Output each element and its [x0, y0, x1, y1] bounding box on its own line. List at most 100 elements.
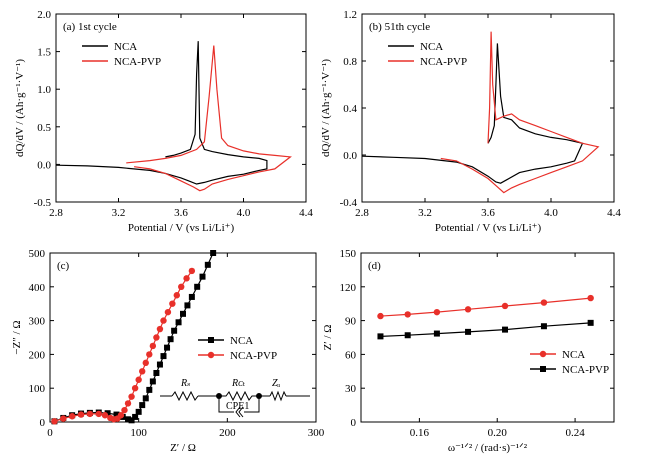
y-tick-label: 0 [40, 417, 46, 429]
y-tick-label: 400 [29, 282, 46, 294]
data-point-square [156, 361, 163, 368]
data-point-circle [433, 308, 441, 316]
y-tick-label: 150 [340, 248, 357, 260]
data-point-square [204, 261, 211, 268]
data-point-circle [169, 300, 176, 307]
circuit-label-rs: Rₛ [180, 378, 190, 389]
plot-frame [360, 252, 615, 423]
data-point-circle [146, 351, 153, 358]
legend-label: NCA [420, 41, 443, 53]
x-tick-label: 0 [47, 427, 53, 439]
data-point-circle [183, 275, 190, 282]
x-tick-label: 0.20 [488, 427, 508, 439]
legend-label: NCA [230, 335, 253, 347]
legend-marker [539, 350, 547, 358]
data-point-circle [404, 311, 411, 318]
circuit-wire [218, 396, 234, 413]
legend-marker [207, 351, 215, 359]
x-tick-label: 2.8 [49, 207, 63, 219]
legend-marker [540, 366, 546, 372]
series-line-2 [54, 270, 193, 422]
data-point-square [210, 250, 217, 256]
data-point-square [146, 386, 153, 393]
x-tick-label: 4.0 [544, 207, 558, 219]
y-tick-label: 0.8 [343, 56, 357, 68]
y-tick-label: 0.0 [37, 159, 51, 171]
series-line-1 [361, 43, 584, 184]
circuit-label-cpe: CPE1 [226, 401, 249, 412]
legend-label: NCA-PVP [114, 56, 161, 68]
circuit-cpe-plate [238, 406, 244, 418]
data-point-square [188, 293, 195, 300]
data-point-circle [160, 317, 167, 324]
data-point-circle [117, 412, 125, 419]
y-tick-label: 120 [340, 282, 357, 294]
y-axis-label: Z′ / Ω [322, 325, 334, 351]
data-point-square [132, 413, 139, 420]
x-axis-label: Potential / V (vs Li/Li⁺) [435, 222, 542, 234]
y-tick-label: -0.5 [34, 197, 52, 209]
series-line-1 [55, 41, 268, 185]
y-tick-label: 0.5 [37, 122, 51, 134]
plot-frame [49, 252, 317, 423]
data-point-square [125, 416, 132, 423]
data-point-square [175, 319, 182, 326]
data-point-circle [149, 342, 157, 350]
data-point-circle [587, 294, 594, 302]
x-tick-label: 4.4 [607, 207, 621, 219]
data-point-square [167, 336, 174, 343]
panel-d-warburg: 0.16 0.20 0.24 0 30 60 90 120 150 ω⁻¹ᐟ² / (rad·s)… [322, 248, 615, 454]
data-point-circle [164, 308, 172, 316]
circuit-label-zw: Zᵤ [272, 378, 281, 389]
data-point-circle [142, 359, 149, 367]
x-tick-label: 4.0 [237, 207, 251, 219]
x-tick-label: 3.2 [112, 207, 126, 219]
y-tick-label: 300 [29, 316, 46, 328]
data-point-square [433, 330, 440, 337]
x-tick-label: 0.24 [565, 427, 585, 439]
y-tick-label: 100 [29, 383, 46, 395]
x-tick-label: 200 [219, 427, 236, 439]
x-axis-label: ω⁻¹ᐟ² / (rad·s)⁻¹ᐟ² [448, 442, 528, 454]
y-tick-label: 0 [351, 417, 357, 429]
y-axis-label: dQ/dV / (Ah·g⁻¹·V⁻¹) [320, 59, 332, 157]
data-point-square [160, 353, 167, 360]
data-point-square [194, 283, 201, 290]
y-axis-label: dQ/dV / (Ah·g⁻¹·V⁻¹) [14, 59, 26, 157]
y-tick-label: 30 [345, 383, 357, 395]
data-point-square [180, 310, 186, 317]
panel-b-51th-cycle: 2.8 3.2 3.6 4.0 4.4 -0.4 0.0 0.4 0.8 1.2 Potential… [320, 9, 621, 234]
panel-label: (d) [368, 260, 381, 272]
data-point-square [587, 319, 594, 326]
data-point-square [404, 332, 411, 339]
y-tick-label: 0.0 [343, 150, 357, 162]
y-tick-label: 1.2 [343, 9, 357, 21]
data-point-circle [501, 302, 509, 310]
y-tick-label: 2.0 [37, 9, 51, 21]
legend-label: NCA-PVP [230, 350, 277, 362]
x-axis-label: Potential / V (vs Li/Li⁺) [128, 222, 235, 234]
series-line-2 [440, 31, 600, 194]
panel-c-nyquist: 0 100 200 300 0 100 200 300 400 500 Z′ / Ω −Z″ / Ω (… [11, 248, 325, 454]
data-point-circle [101, 412, 109, 419]
x-tick-label: 300 [308, 427, 325, 439]
x-tick-label: 3.6 [481, 207, 495, 219]
data-point-circle [540, 299, 548, 306]
data-point-circle [173, 292, 180, 299]
data-point-square [377, 333, 384, 340]
data-point-square [135, 408, 142, 415]
x-tick-label: 2.8 [355, 207, 369, 219]
data-point-circle [153, 334, 160, 341]
circuit-wire [244, 396, 260, 413]
data-point-square [502, 326, 509, 333]
y-tick-label: 1.0 [37, 84, 51, 96]
data-point-circle [188, 267, 196, 275]
series-line-2 [126, 45, 292, 192]
data-point-square [184, 302, 191, 309]
y-tick-label: -0.4 [340, 197, 358, 209]
y-tick-label: 1.5 [37, 47, 51, 59]
data-point-square [540, 323, 547, 330]
legend-label: NCA-PVP [420, 56, 467, 68]
y-tick-label: 500 [29, 248, 46, 260]
